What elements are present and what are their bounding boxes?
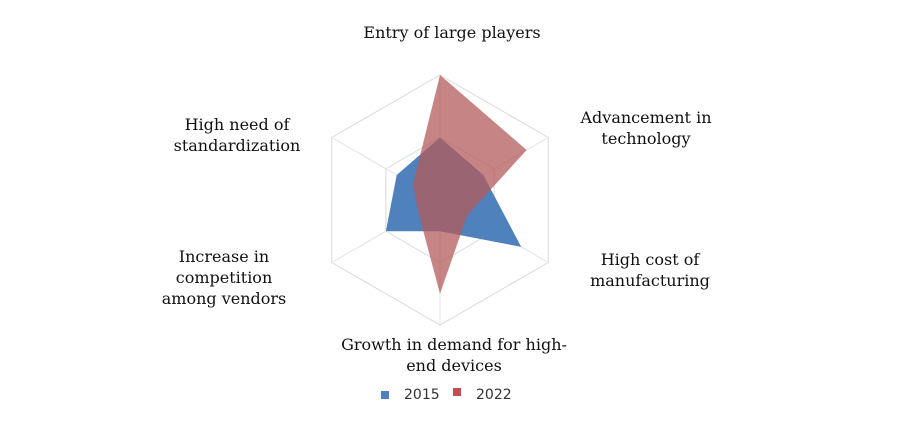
legend: 2015 2022 [381, 387, 512, 403]
series-area-2022 [412, 75, 527, 294]
axis-label-high-need-of-standardization: High need of standardization [174, 115, 301, 155]
radar-series [385, 75, 527, 294]
axis-label-entry-of-large-players: Entry of large players [363, 23, 540, 42]
legend-swatch-2022 [453, 388, 461, 396]
legend-label-2022: 2022 [476, 387, 512, 403]
legend-swatch-2015 [381, 391, 389, 399]
legend-label-2015: 2015 [404, 387, 440, 403]
axis-label-increase-in-competition: Increase in competition among vendors [162, 247, 287, 308]
axis-label-growth-in-demand: Growth in demand for high-end devices [341, 335, 567, 375]
axis-label-advancement-in-technology: Advancement in technology [580, 108, 712, 148]
axis-label-high-cost-of-manufacturing: High cost of manufacturing [590, 250, 710, 290]
